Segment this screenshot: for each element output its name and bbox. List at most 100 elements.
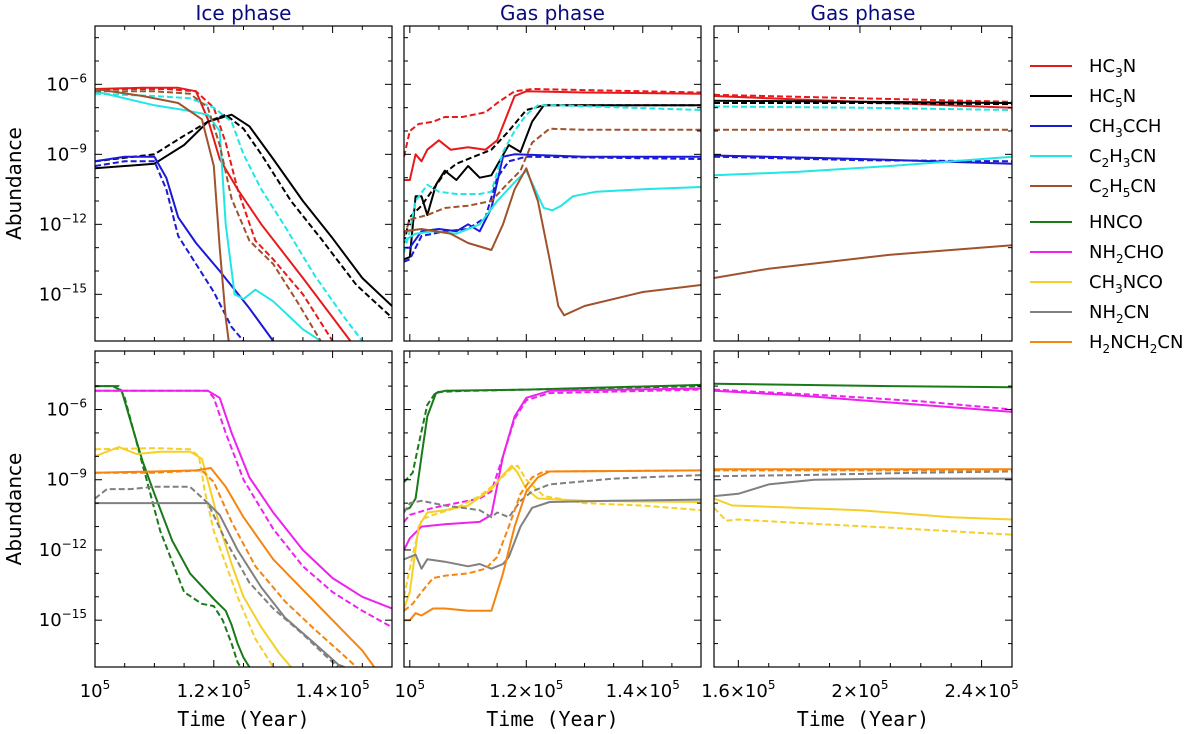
series-line	[95, 502, 345, 667]
series-line	[95, 92, 364, 341]
series-line	[95, 469, 358, 667]
panel-frame	[403, 350, 702, 668]
series-line	[714, 382, 1012, 389]
legend-item: NH2CN	[1030, 302, 1150, 326]
y-tick-label: 10−12	[39, 211, 87, 235]
series-line	[404, 167, 701, 317]
x-axis-label: Time (Year)	[797, 707, 929, 731]
legend-label: NH2CHO	[1089, 242, 1164, 266]
legend: HC3N HC5N CH3CCH C2H3CN C2H5CN HNCO NH2CHO CH3N…	[1030, 56, 1183, 356]
x-axis-label: Time (Year)	[177, 707, 309, 731]
legend-label: HNCO	[1089, 212, 1143, 233]
x-tick-label: 2.4×105	[944, 678, 1018, 702]
series-line	[95, 113, 392, 319]
legend-item: C2H5CN	[1030, 176, 1156, 200]
y-tick-label: 10−15	[39, 281, 87, 305]
panel-frame	[403, 25, 702, 342]
legend-item: CH3NCO	[1030, 272, 1163, 296]
y-tick-label: 10−6	[46, 397, 87, 421]
x-tick-label: 1.2×105	[489, 678, 563, 702]
series-line	[404, 104, 701, 244]
series-line	[95, 389, 392, 610]
series-line	[95, 113, 392, 307]
panel-frame	[94, 25, 393, 342]
series-line	[404, 383, 701, 512]
panel-r0-c1	[403, 25, 702, 342]
series-line	[714, 155, 1012, 177]
legend-label: HC3N	[1089, 56, 1136, 80]
series-line	[95, 86, 352, 341]
legend-item: CH3CCH	[1030, 116, 1161, 140]
series-line	[714, 102, 1012, 106]
series-line	[404, 469, 701, 622]
y-axis-label: Abundance	[2, 453, 26, 566]
series-line	[404, 498, 701, 570]
series-line	[404, 464, 701, 598]
legend-item: NH2CHO	[1030, 242, 1164, 266]
panel-r1-c2: 1.6×105 2×105 2.4×105	[701, 350, 1019, 702]
x-tick-label: 1.4×105	[295, 678, 369, 702]
series-line	[714, 507, 1012, 536]
column-titles: Ice phase Gas phase Gas phase Abundance Abun…	[2, 1, 929, 731]
series-line	[404, 464, 701, 609]
series-line	[404, 469, 701, 612]
series-line	[95, 88, 334, 341]
legend-item: HC5N	[1030, 86, 1136, 110]
series-line	[404, 385, 701, 483]
y-tick-label: 10−9	[46, 467, 87, 491]
legend-label: CH3NCO	[1089, 272, 1163, 296]
series-line	[404, 88, 701, 157]
legend-item: H2NCH2CN	[1030, 332, 1183, 356]
legend-label: H2NCH2CN	[1089, 332, 1183, 356]
series-line	[404, 90, 701, 181]
series-line	[95, 485, 340, 667]
x-tick-label: 1.4×105	[606, 678, 680, 702]
panel-r0-c0: 10−6 10−9 10−12 10−15	[39, 25, 393, 342]
series-line	[714, 388, 1012, 411]
series-line	[714, 389, 1012, 413]
series-line	[95, 385, 251, 667]
panel-r0-c2	[713, 25, 1013, 342]
series-line	[714, 93, 1012, 103]
x-tick-label: 1.2×105	[177, 678, 251, 702]
series-line	[95, 446, 292, 667]
series-line	[714, 154, 1012, 165]
legend-label: C2H5CN	[1089, 176, 1156, 200]
series-line	[714, 244, 1012, 279]
series-line	[95, 467, 376, 667]
y-tick-label: 10−12	[39, 537, 87, 561]
series-line	[95, 90, 322, 341]
series-line	[714, 470, 1012, 478]
y-axis-label: Abundance	[2, 127, 26, 240]
y-tick-label: 10−15	[39, 607, 87, 631]
panel-frame	[94, 350, 393, 668]
x-tick-label: 1.6×105	[701, 678, 775, 702]
x-tick-label: 2×105	[831, 678, 888, 702]
series-line	[404, 387, 701, 551]
legend-item: C2H3CN	[1030, 146, 1156, 170]
series-line	[404, 155, 701, 263]
legend-label: NH2CN	[1089, 302, 1150, 326]
series-line	[404, 388, 701, 523]
column-title: Ice phase	[196, 1, 292, 25]
series-line	[714, 105, 1012, 111]
x-tick-label: 105	[80, 678, 111, 702]
series-line	[404, 127, 701, 237]
series-line	[95, 88, 230, 341]
series-line	[714, 477, 1012, 498]
panel-r1-c0: 10−6 10−9 10−12 10−15 105 1.2×105 1.4×105	[39, 350, 393, 702]
legend-item: HNCO	[1030, 212, 1143, 233]
panel-frame	[713, 350, 1013, 668]
panel-r1-c1: 105 1.2×105 1.4×105	[395, 350, 702, 702]
series-line	[95, 90, 322, 341]
panel-frame	[713, 25, 1013, 342]
column-title: Gas phase	[500, 1, 605, 25]
series-line	[404, 474, 701, 519]
series-line	[714, 497, 1012, 521]
series-line	[95, 385, 242, 667]
legend-item: HC3N	[1030, 56, 1136, 80]
column-title: Gas phase	[811, 1, 916, 25]
series-line	[95, 389, 392, 629]
